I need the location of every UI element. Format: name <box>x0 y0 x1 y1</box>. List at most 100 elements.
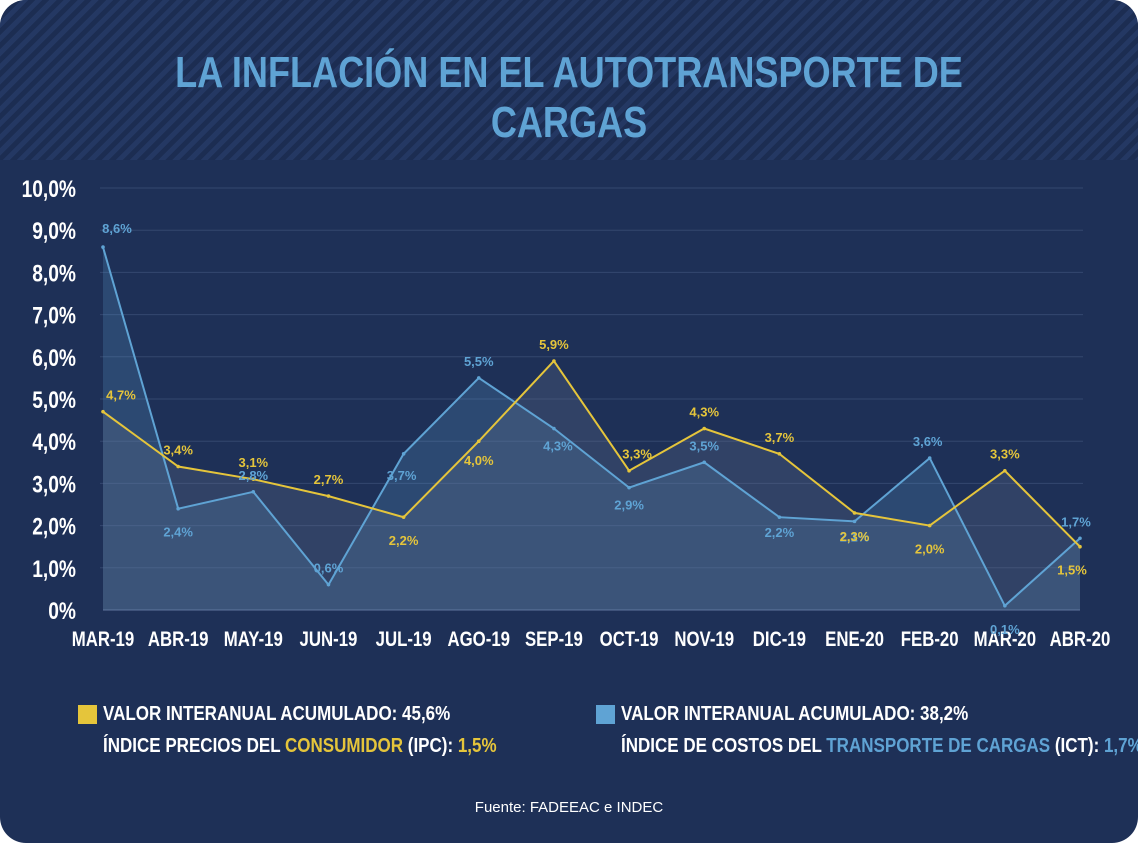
ipc-point <box>627 468 631 473</box>
ict-point <box>176 506 180 511</box>
ipc-data-label: 3,3% <box>622 447 652 462</box>
x-tick-label: MAR-19 <box>72 628 134 651</box>
ipc-point <box>401 515 406 519</box>
y-tick-label: 0% <box>48 597 76 625</box>
y-tick-label: 2,0% <box>32 513 76 541</box>
ict-data-label: 2,1% <box>840 529 870 544</box>
ipc-data-label: 2,3% <box>840 529 870 544</box>
x-tick-label: JUN-19 <box>300 628 358 651</box>
ict-data-label: 5,5% <box>464 354 494 369</box>
ipc-point <box>552 359 556 363</box>
ict-data-label: 2,4% <box>163 525 193 540</box>
y-tick-label: 10,0% <box>22 175 76 203</box>
ipc-point <box>777 452 782 456</box>
ict-legend-mid: (ICT): <box>1050 735 1104 757</box>
ipc-point <box>176 464 180 469</box>
ict-point <box>101 245 105 249</box>
y-tick-label: 5,0% <box>32 386 76 414</box>
ict-point <box>251 490 256 494</box>
ict-point <box>777 515 782 519</box>
ipc-data-label: 3,7% <box>765 430 795 445</box>
ipc-legend-highlight: CONSUMIDOR <box>285 735 404 757</box>
x-tick-label: NOV-19 <box>674 628 734 651</box>
ict-data-label: 2,2% <box>765 525 795 540</box>
ict-point <box>326 582 331 587</box>
ict-point <box>852 519 857 524</box>
ict-data-label: 0,6% <box>314 561 344 576</box>
chart-title: LA INFLACIÓN EN EL AUTOTRANSPORTE DE CAR… <box>175 48 963 147</box>
ipc-data-label: 2,2% <box>389 533 419 548</box>
ict-data-label: 1,7% <box>1061 514 1091 529</box>
x-tick-label: MAY-19 <box>224 628 283 651</box>
ict-area <box>103 247 1080 610</box>
ipc-data-label: 3,1% <box>238 455 268 470</box>
ipc-point <box>326 494 331 498</box>
title-banner <box>0 0 1138 160</box>
x-tick-label: ABR-19 <box>148 628 209 651</box>
ict-data-label: 2,9% <box>614 498 644 513</box>
ict-data-label: 3,7% <box>387 468 417 483</box>
ipc-data-label: 5,9% <box>539 337 569 352</box>
ipc-point <box>1003 468 1007 473</box>
ipc-point <box>927 523 932 528</box>
ipc-legend-prefix: ÍNDICE PRECIOS DEL <box>103 735 286 757</box>
ipc-legend-line1: VALOR INTERANUAL ACUMULADO: 45,6% <box>103 703 451 725</box>
inflation-chart: 0% 1,0% 2,0% 3,0% 4,0% 5,0% 6,0% 7,0% 8,0% 9,0% 10… <box>22 175 1111 652</box>
ict-point <box>1078 536 1082 541</box>
x-tick-label: SEP-19 <box>525 628 583 651</box>
ipc-point <box>476 439 481 444</box>
y-tick-label: 3,0% <box>32 470 76 498</box>
x-tick-label: OCT-19 <box>600 628 659 651</box>
data-labels: 8,6% 2,4% 2,8% 0,6% 3,7% 5,5% 4,3% 2,9% 3,5% 2,2%… <box>102 221 1091 637</box>
y-tick-label: 9,0% <box>32 217 76 245</box>
ict-data-label: 2,8% <box>238 468 268 483</box>
ict-point <box>401 452 406 456</box>
ict-line <box>102 246 1081 608</box>
ipc-point <box>101 409 105 414</box>
ipc-point <box>1078 544 1082 549</box>
ipc-data-label: 4,3% <box>689 405 719 420</box>
ipc-legend-swatch <box>78 705 97 724</box>
ict-data-label: 0,1% <box>990 622 1020 637</box>
ipc-data-label: 4,7% <box>106 388 136 403</box>
x-tick-label: ENE-20 <box>825 628 884 651</box>
x-tick-label: JUL-19 <box>376 628 432 651</box>
ipc-data-label: 3,4% <box>163 443 193 458</box>
x-tick-label: MAR-20 <box>974 628 1036 651</box>
ipc-point <box>702 426 707 431</box>
grid-layer <box>100 187 1083 611</box>
ict-point <box>1003 603 1007 608</box>
ict-point <box>552 426 556 431</box>
ipc-area <box>103 361 1080 610</box>
ipc-point <box>251 477 256 481</box>
ict-legend-swatch <box>596 705 615 724</box>
ict-point <box>476 376 481 380</box>
ict-point <box>702 460 707 465</box>
x-tick-label: AGO-19 <box>448 628 511 651</box>
y-tick-label: 4,0% <box>32 428 76 456</box>
x-tick-label: DIC-19 <box>753 628 806 651</box>
ict-data-label: 4,3% <box>543 439 573 454</box>
ict-legend-value: 1,7% <box>1103 735 1138 757</box>
y-tick-label: 6,0% <box>32 344 76 372</box>
line-layer <box>101 245 1082 608</box>
ipc-legend-value: 1,5% <box>457 735 497 757</box>
ict-legend-prefix: ÍNDICE DE COSTOS DEL <box>621 735 827 757</box>
y-tick-label: 1,0% <box>32 555 76 583</box>
ipc-data-label: 2,7% <box>314 472 344 487</box>
ipc-data-label: 1,5% <box>1057 563 1087 578</box>
ict-data-label: 8,6% <box>102 221 132 236</box>
x-tick-label: ABR-20 <box>1050 628 1111 651</box>
y-tick-labels: 0% 1,0% 2,0% 3,0% 4,0% 5,0% 6,0% 7,0% 8,0% 9,0% 10… <box>22 175 76 625</box>
x-tick-labels: MAR-19 ABR-19 MAY-19 JUN-19 JUL-19 AGO-19 SEP-… <box>72 628 1111 651</box>
ipc-data-label: 3,3% <box>990 447 1020 462</box>
ipc-point <box>852 511 857 515</box>
ict-data-label: 3,6% <box>913 434 943 449</box>
ict-legend-line2: ÍNDICE DE COSTOS DEL TRANSPORTE DE CARGA… <box>621 735 1138 758</box>
source-note: Fuente: FADEEAC e INDEC <box>474 799 664 816</box>
x-tick-label: FEB-20 <box>901 628 959 651</box>
ict-legend-line1: VALOR INTERANUAL ACUMULADO: 38,2% <box>621 703 969 725</box>
area-layer <box>103 247 1080 610</box>
ipc-data-label: 4,0% <box>464 453 494 468</box>
